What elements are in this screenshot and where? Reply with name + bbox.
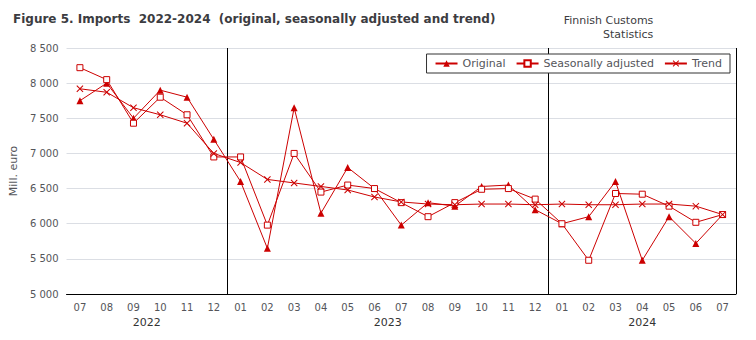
svg-text:5 000: 5 000 [30, 289, 59, 300]
svg-text:6 500: 6 500 [30, 183, 59, 194]
svg-text:Original: Original [463, 57, 506, 70]
svg-text:03: 03 [288, 302, 301, 313]
svg-text:04: 04 [636, 302, 649, 313]
svg-text:11: 11 [181, 302, 194, 313]
svg-text:03: 03 [609, 302, 622, 313]
svg-text:01: 01 [234, 302, 247, 313]
svg-text:05: 05 [663, 302, 676, 313]
svg-text:08: 08 [422, 302, 435, 313]
svg-text:7 000: 7 000 [30, 148, 59, 159]
svg-text:Trend: Trend [691, 57, 722, 70]
svg-text:05: 05 [341, 302, 354, 313]
svg-text:10: 10 [475, 302, 488, 313]
svg-text:Seasonally adjusted: Seasonally adjusted [544, 57, 654, 70]
svg-text:2022: 2022 [133, 316, 161, 329]
svg-text:10: 10 [154, 302, 167, 313]
svg-text:6 000: 6 000 [30, 218, 59, 229]
svg-text:06: 06 [368, 302, 381, 313]
svg-text:09: 09 [127, 302, 140, 313]
svg-text:12: 12 [529, 302, 542, 313]
svg-text:7 500: 7 500 [30, 113, 59, 124]
svg-text:8 000: 8 000 [30, 78, 59, 89]
svg-text:07: 07 [716, 302, 729, 313]
svg-text:07: 07 [395, 302, 408, 313]
svg-text:09: 09 [448, 302, 461, 313]
svg-text:Statistics: Statistics [603, 28, 654, 41]
svg-text:Finnish Customs: Finnish Customs [564, 14, 654, 27]
svg-text:06: 06 [689, 302, 702, 313]
svg-text:5 500: 5 500 [30, 253, 59, 264]
svg-text:8 500: 8 500 [30, 43, 59, 54]
svg-text:04: 04 [315, 302, 328, 313]
svg-text:12: 12 [207, 302, 220, 313]
svg-text:Figure 5. Imports 2022-2024: Figure 5. Imports 2022-2024 (original, s… [13, 12, 495, 26]
svg-text:02: 02 [261, 302, 274, 313]
svg-text:11: 11 [502, 302, 515, 313]
svg-text:01: 01 [556, 302, 569, 313]
svg-text:Mill. euro: Mill. euro [7, 146, 20, 197]
svg-text:08: 08 [100, 302, 113, 313]
svg-text:2023: 2023 [374, 316, 402, 329]
svg-text:2024: 2024 [628, 316, 656, 329]
svg-text:07: 07 [74, 302, 87, 313]
svg-text:02: 02 [582, 302, 595, 313]
